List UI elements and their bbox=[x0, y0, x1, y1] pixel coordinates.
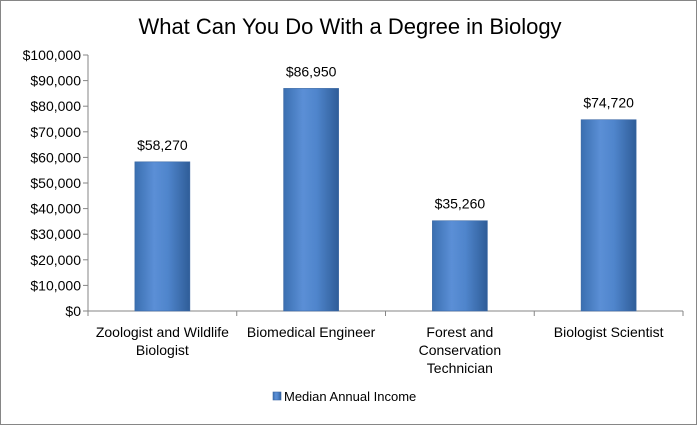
category-label: Biologist bbox=[136, 342, 189, 358]
y-tick-label: $80,000 bbox=[30, 98, 81, 114]
data-label: $35,260 bbox=[435, 196, 486, 212]
legend-swatch bbox=[272, 391, 282, 401]
y-tick-label: $10,000 bbox=[30, 277, 81, 293]
category-label: Conservation bbox=[419, 342, 502, 358]
bar bbox=[283, 88, 339, 312]
y-tick-label: $30,000 bbox=[30, 226, 81, 242]
y-tick-label: $70,000 bbox=[30, 124, 81, 140]
category-label: Zoologist and Wildlife bbox=[96, 324, 229, 340]
bar bbox=[580, 119, 637, 312]
data-label: $74,720 bbox=[583, 95, 634, 111]
category-label: Forest and bbox=[426, 324, 493, 340]
data-label: $58,270 bbox=[137, 137, 188, 153]
legend-label: Median Annual Income bbox=[284, 389, 416, 404]
y-tick-label: $100,000 bbox=[23, 47, 82, 63]
chart-title: What Can You Do With a Degree in Biology bbox=[138, 14, 561, 39]
legend: Median Annual Income bbox=[272, 389, 416, 404]
category-label: Biologist Scientist bbox=[554, 324, 664, 340]
y-tick-label: $60,000 bbox=[30, 149, 81, 165]
y-tick-label: $90,000 bbox=[30, 73, 81, 89]
y-tick-label: $0 bbox=[65, 303, 81, 319]
y-tick-label: $20,000 bbox=[30, 252, 81, 268]
category-label: Biomedical Engineer bbox=[247, 324, 376, 340]
y-tick-label: $40,000 bbox=[30, 201, 81, 217]
data-label: $86,950 bbox=[286, 63, 337, 79]
bar bbox=[432, 220, 488, 312]
plot-area: $0 $10,000 $20,000 $30,000 $40,000 $50,000 $60… bbox=[23, 47, 684, 376]
category-label: Technician bbox=[427, 360, 493, 376]
y-tick-label: $50,000 bbox=[30, 175, 81, 191]
bar bbox=[134, 161, 191, 312]
